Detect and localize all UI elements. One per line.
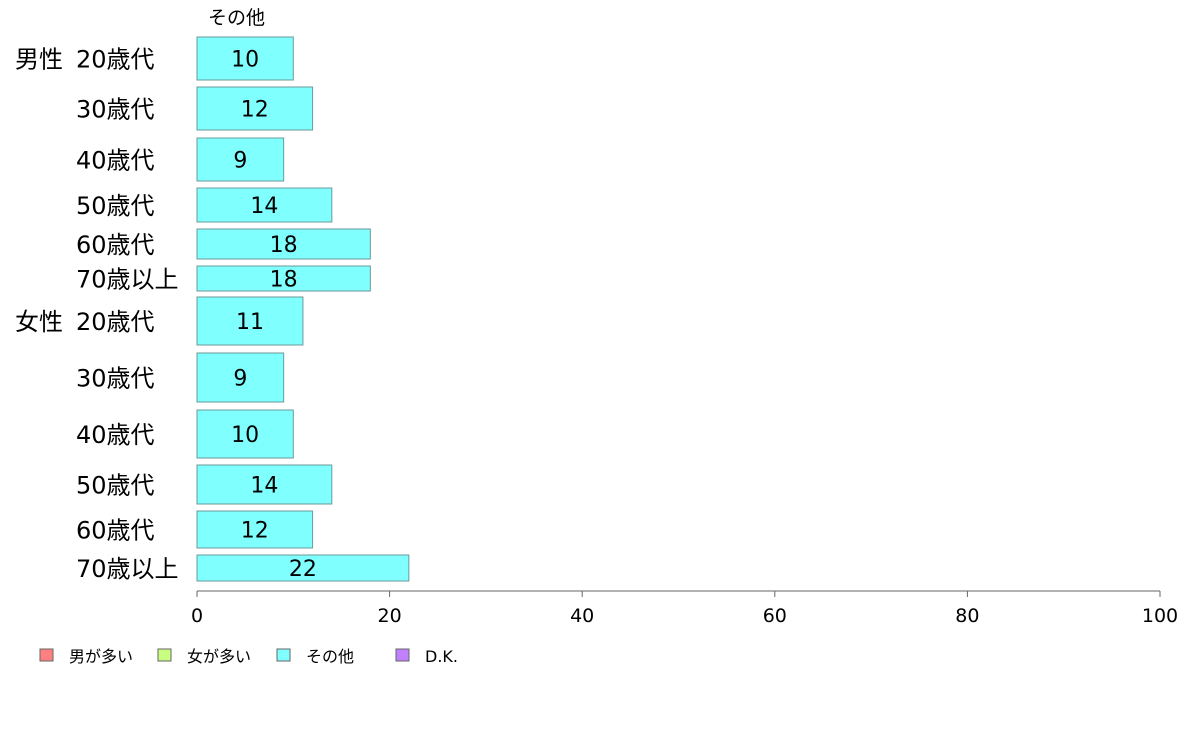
bars: 1020歳代男性1230歳代940歳代1450歳代1860歳代1870歳以上11… (15, 36, 410, 583)
data-label-0-5: 18 (270, 268, 298, 293)
data-label-0-3: 14 (250, 194, 278, 219)
data-label-0-0: 10 (231, 48, 259, 73)
data-label-0-4: 18 (270, 233, 298, 258)
data-label-1-2: 10 (231, 423, 259, 448)
bar-1-0 (196, 296, 304, 346)
series-header: その他 (208, 7, 265, 29)
row-label-0-2: 40歳代 (76, 147, 155, 175)
data-label-0-1: 12 (241, 98, 269, 123)
x-tick-label-2: 40 (570, 605, 594, 627)
legend-label-0: 男が多い (69, 647, 133, 666)
row-label-1-0: 20歳代 (76, 308, 155, 336)
bar-0-2 (196, 137, 285, 182)
row-label-0-4: 60歳代 (76, 231, 155, 259)
data-label-1-1: 9 (233, 367, 247, 392)
row-label-1-1: 30歳代 (76, 365, 155, 393)
bar-0-4 (196, 228, 371, 260)
bar-0-5 (196, 265, 371, 292)
legend: 男が多い 女が多い その他 D.K. (39, 647, 458, 666)
bar-1-3 (196, 464, 333, 505)
bar-1-4 (196, 510, 314, 549)
legend-label-3: D.K. (425, 647, 458, 666)
row-label-0-3: 50歳代 (76, 192, 155, 220)
row-label-1-5: 70歳以上 (76, 555, 179, 583)
row-label-0-1: 30歳代 (76, 96, 155, 124)
bar-0-1 (196, 86, 314, 131)
row-label-0-5: 70歳以上 (76, 266, 179, 294)
x-tick-label-1: 20 (378, 605, 402, 627)
x-tick-label-5: 100 (1142, 605, 1178, 627)
row-label-1-2: 40歳代 (76, 421, 155, 449)
data-label-1-3: 14 (250, 474, 278, 499)
legend-swatch-3 (395, 648, 410, 662)
legend-label-2: その他 (306, 647, 354, 666)
bar-1-2 (196, 409, 294, 459)
row-label-0-0: 20歳代 (76, 46, 155, 74)
legend-swatch-1 (157, 648, 172, 662)
bar-1-1 (196, 352, 285, 403)
legend-label-1: 女が多い (187, 647, 251, 666)
row-label-1-4: 60歳代 (76, 517, 155, 545)
x-tick-label-3: 60 (763, 605, 787, 627)
legend-swatch-0 (39, 648, 54, 662)
x-tick-label-0: 0 (191, 605, 203, 627)
x-tick-label-4: 80 (955, 605, 979, 627)
data-label-1-5: 22 (289, 557, 317, 582)
group-label-1: 女性 (15, 308, 63, 336)
bar-1-5 (196, 554, 410, 582)
data-label-0-2: 9 (233, 149, 247, 174)
row-label-1-3: 50歳代 (76, 472, 155, 500)
legend-swatch-2 (276, 648, 291, 662)
bar-0-3 (196, 187, 333, 223)
data-label-1-4: 12 (241, 519, 269, 544)
data-label-1-0: 11 (236, 310, 264, 335)
x-axis: 0 20 40 60 80 100 (191, 590, 1178, 627)
group-label-0: 男性 (15, 46, 63, 74)
bar-0-0 (196, 36, 294, 81)
